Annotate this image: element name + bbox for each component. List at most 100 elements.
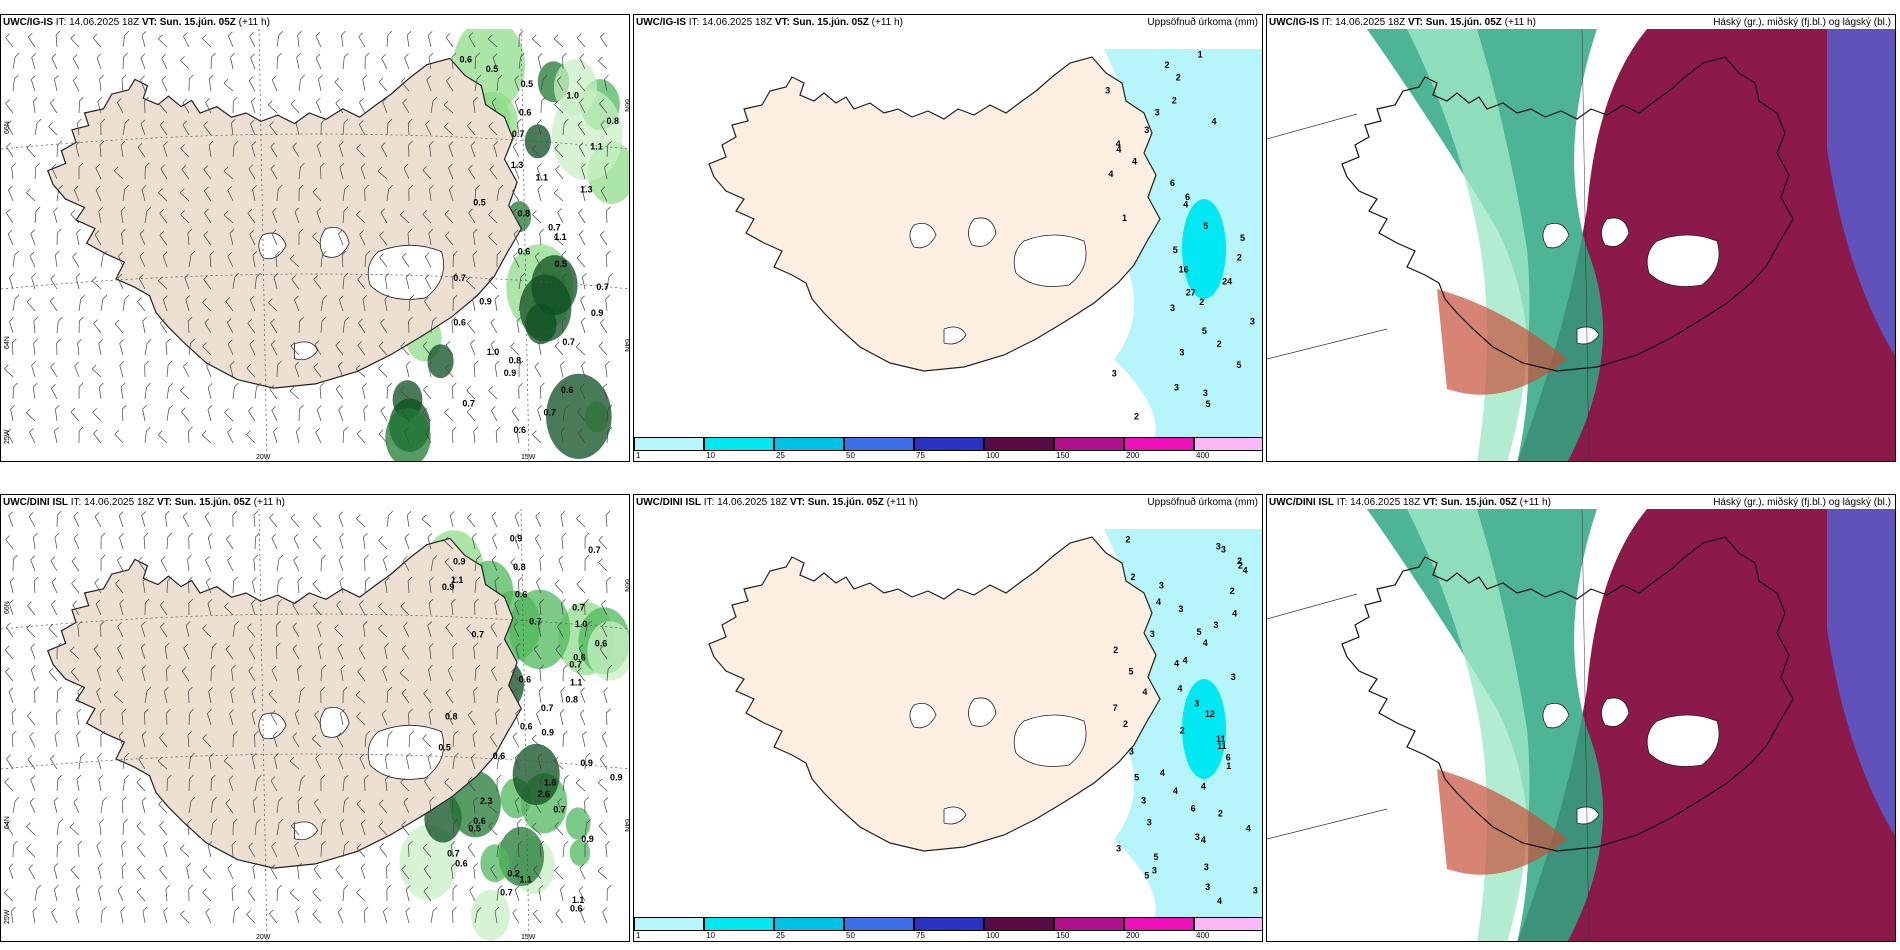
wind-value-label: 0.7: [462, 399, 475, 409]
lon-label: 20W: [256, 934, 271, 941]
wind-value-label: 0.6: [455, 859, 468, 869]
glacier: [1013, 714, 1087, 767]
panel-header: UWC/DINI ISL IT: 14.06.2025 18Z VT: Sun.…: [3, 497, 285, 508]
cloud-title: Háský (gr.), miðský (fj.bl.) og lágský (…: [1713, 17, 1891, 28]
cloud-panel-bottom: UWC/DINI ISL IT: 14.06.2025 18Z VT: Sun.…: [1266, 494, 1896, 942]
colorbar-segment: [774, 917, 844, 931]
glacier: [943, 806, 967, 825]
glacier: [1576, 326, 1600, 345]
precip-value-label: 3: [1159, 581, 1164, 591]
wind-value-label: 0.7: [548, 223, 561, 233]
wind-value-label: 1.3: [580, 184, 593, 194]
graticule: [1267, 593, 1358, 620]
precip-colorbar: 1 10 25 50 75 100 150 200 400: [634, 437, 1262, 461]
colorbar-segment: [914, 437, 984, 451]
precip-value-label: 1: [1226, 761, 1231, 771]
wind-value-label: 0.9: [510, 534, 523, 544]
wind-value-label: 2.3: [480, 796, 493, 806]
wind-value-label: 0.8: [607, 116, 620, 126]
glacier: [1013, 234, 1087, 287]
precip-value-label: 4: [1243, 565, 1248, 575]
precip-value-label: 3: [1204, 862, 1209, 872]
precip-value-label: 2: [1237, 556, 1242, 566]
precip-value-label: 5: [1134, 772, 1139, 782]
colorbar-segment: [1054, 437, 1124, 451]
colorbar-label: 100: [986, 931, 1000, 940]
precip-value-label: 3: [1147, 818, 1152, 828]
colorbar-label: 50: [846, 931, 855, 940]
precip-value-label: 3: [1231, 672, 1236, 682]
glacier: [909, 702, 937, 729]
graticule: [1581, 29, 1590, 461]
wind-value-label: 0.5: [438, 743, 451, 753]
wind-value-label: 0.2: [507, 868, 520, 878]
wind-barbs: [4, 30, 614, 444]
wind-map: 0.60.50.51.00.60.80.71.11.31.11.30.50.80…: [1, 29, 629, 461]
precip-panel-bottom: UWC/DINI ISL IT: 14.06.2025 18Z VT: Sun.…: [633, 494, 1263, 942]
colorbar-segment: [634, 917, 704, 931]
precip-value-label: 5: [1154, 852, 1159, 862]
precip-value-label: 4: [1160, 768, 1165, 778]
precip-value-label: 4: [1142, 687, 1147, 697]
precip-value-label: 6: [1226, 753, 1231, 763]
wind-value-label: 1.1: [519, 874, 532, 884]
glacier: [1576, 806, 1600, 825]
glacier: [968, 697, 997, 727]
glacier: [294, 341, 319, 361]
precip-value-label: 5: [1202, 326, 1207, 336]
wind-value-label: 0.6: [453, 317, 466, 327]
precip-value-label: 3: [1152, 865, 1157, 875]
wind-value-label: 0.6: [473, 816, 486, 826]
wind-value-label: 0.6: [561, 385, 574, 395]
precip-value-label: 3: [1205, 882, 1210, 892]
wind-value-label: 1.1: [451, 575, 464, 585]
colorbar-label: 1: [636, 931, 641, 940]
wind-value-label: 1.0: [567, 91, 580, 101]
precip-value-label: 1: [1198, 50, 1203, 60]
colorbar-label: 75: [916, 451, 925, 460]
panel-header: UWC/DINI ISL IT: 14.06.2025 18Z VT: Sun.…: [1269, 497, 1551, 508]
colorbar-segment: [1194, 917, 1262, 931]
wind-value-label: 0.6: [573, 653, 586, 663]
cloud-title: Háský (gr.), miðský (fj.bl.) og lágský (…: [1713, 497, 1891, 508]
wind-value-label: 2.6: [538, 789, 551, 799]
colorbar-label: 10: [706, 451, 715, 460]
wind-value-label: 0.7: [562, 337, 575, 347]
iceland-land: [46, 57, 522, 389]
wind-value-label: 0.7: [512, 129, 525, 139]
precip-value-label: 3: [1203, 388, 1208, 398]
precip-value-label: 3: [1144, 125, 1149, 135]
panel-header: UWC/IG-IS IT: 14.06.2025 18Z VT: Sun. 15…: [1269, 17, 1536, 28]
graticule: [1581, 509, 1590, 941]
precip-value-label: 6: [1185, 192, 1190, 202]
precip-value-label: 4: [1116, 145, 1121, 155]
precip-value-label: 4: [1116, 139, 1121, 149]
precip-value-label: 5: [1240, 233, 1245, 243]
wind-value-label: 0.7: [588, 545, 601, 555]
precip-value-label: 5: [1206, 399, 1211, 409]
precip-value-label: 1: [1122, 213, 1127, 223]
precip-value-label: 2: [1237, 252, 1242, 262]
precip-value-label: 3: [1129, 746, 1134, 756]
iceland-land: [708, 536, 1161, 852]
precip-value-label: 5: [1173, 245, 1178, 255]
precip-value-label: 4: [1212, 116, 1217, 126]
precip-value-label: 7: [1113, 703, 1118, 713]
wind-value-label: 0.7: [472, 629, 485, 639]
wind-value-label: 0.6: [493, 751, 506, 761]
glacier: [367, 724, 445, 780]
wind-map: 0.90.70.90.81.10.90.60.70.7 1.00.70.60.60…: [1, 509, 629, 941]
precip-value-label: 4: [1203, 638, 1208, 648]
colorbar-label: 100: [986, 451, 1000, 460]
precip-value-label: 2: [1230, 586, 1235, 596]
wind-panel-bottom: UWC/DINI ISL IT: 14.06.2025 18Z VT: Sun.…: [0, 494, 630, 942]
graticule: [1267, 808, 1388, 840]
wind-value-label: 0.6: [595, 638, 608, 648]
precip-value-label: 3: [1105, 85, 1110, 95]
precip-value-label: 2: [1218, 809, 1223, 819]
precip-value-label: 5: [1144, 871, 1149, 881]
colorbar-label: 400: [1196, 451, 1210, 460]
graticule: [1267, 328, 1388, 360]
precip-max-area: [1182, 199, 1226, 299]
wind-value-label: 0.6: [519, 108, 532, 118]
